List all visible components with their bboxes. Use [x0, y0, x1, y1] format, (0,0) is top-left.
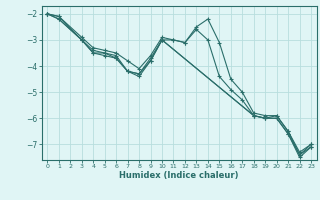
X-axis label: Humidex (Indice chaleur): Humidex (Indice chaleur)	[119, 171, 239, 180]
